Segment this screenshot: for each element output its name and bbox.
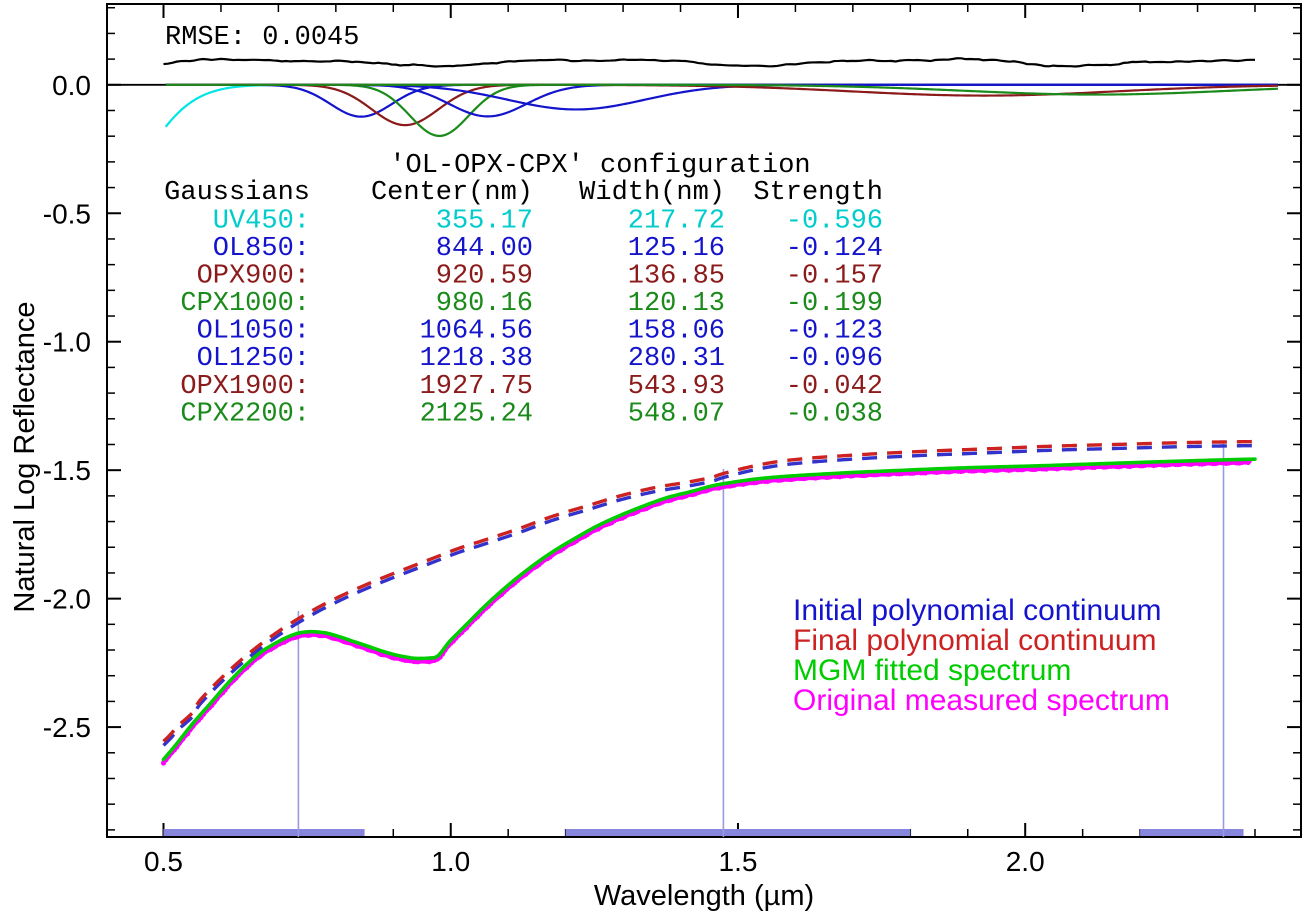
svg-text:-0.042: -0.042	[786, 372, 883, 402]
svg-text:125.16: 125.16	[628, 234, 725, 264]
svg-text:-0.038: -0.038	[786, 399, 883, 429]
svg-text:Gaussians: Gaussians	[164, 178, 310, 208]
svg-text:2125.24: 2125.24	[420, 399, 533, 429]
svg-text:0.5: 0.5	[144, 846, 183, 877]
svg-text:844.00: 844.00	[436, 234, 533, 264]
svg-text:-2.0: -2.0	[43, 584, 91, 615]
svg-text:1.0: 1.0	[431, 846, 470, 877]
svg-text:120.13: 120.13	[628, 289, 725, 319]
svg-text:Final polynomial continuum: Final polynomial continuum	[793, 624, 1157, 657]
svg-text:543.93: 543.93	[628, 372, 725, 402]
svg-text:158.06: 158.06	[628, 317, 725, 347]
svg-text:1927.75: 1927.75	[420, 372, 533, 402]
svg-text:CPX2200:: CPX2200:	[180, 399, 310, 429]
svg-text:-0.596: -0.596	[786, 207, 883, 237]
svg-text:-0.5: -0.5	[43, 198, 91, 229]
svg-text:RMSE: 0.0045: RMSE: 0.0045	[165, 23, 359, 53]
svg-text:UV450:: UV450:	[213, 207, 310, 237]
svg-text:-0.096: -0.096	[786, 344, 883, 374]
svg-text:CPX1000:: CPX1000:	[180, 289, 310, 319]
svg-text:355.17: 355.17	[436, 207, 533, 237]
svg-text:Wavelength (µm): Wavelength (µm)	[594, 880, 814, 912]
svg-text:Initial polynomial continuum: Initial polynomial continuum	[793, 594, 1162, 627]
svg-text:280.31: 280.31	[628, 344, 725, 374]
svg-text:1.5: 1.5	[719, 846, 758, 877]
svg-text:136.85: 136.85	[628, 262, 725, 292]
svg-text:MGM fitted spectrum: MGM fitted spectrum	[793, 654, 1071, 687]
svg-text:-0.157: -0.157	[786, 262, 883, 292]
svg-text:1064.56: 1064.56	[420, 317, 533, 347]
svg-text:920.59: 920.59	[436, 262, 533, 292]
svg-text:Width(nm): Width(nm)	[579, 178, 725, 208]
svg-text:-1.5: -1.5	[43, 455, 91, 486]
svg-text:980.16: 980.16	[436, 289, 533, 319]
svg-text:'OL-OPX-CPX' configuration: 'OL-OPX-CPX' configuration	[389, 151, 810, 181]
svg-text:OL1050:: OL1050:	[197, 317, 310, 347]
svg-text:Natural Log Reflectance: Natural Log Reflectance	[9, 301, 41, 612]
svg-text:Center(nm): Center(nm)	[371, 178, 533, 208]
svg-text:0.0: 0.0	[52, 70, 91, 101]
svg-text:-0.124: -0.124	[786, 234, 883, 264]
svg-text:1218.38: 1218.38	[420, 344, 533, 374]
svg-text:217.72: 217.72	[628, 207, 725, 237]
svg-text:OPX1900:: OPX1900:	[180, 372, 310, 402]
svg-text:OL850:: OL850:	[213, 234, 310, 264]
svg-text:OL1250:: OL1250:	[197, 344, 310, 374]
svg-text:Original measured spectrum: Original measured spectrum	[793, 684, 1170, 717]
svg-text:-1.0: -1.0	[43, 327, 91, 358]
svg-text:2.0: 2.0	[1006, 846, 1045, 877]
svg-text:-0.199: -0.199	[786, 289, 883, 319]
svg-text:-0.123: -0.123	[786, 317, 883, 347]
svg-text:548.07: 548.07	[628, 399, 725, 429]
svg-text:OPX900:: OPX900:	[197, 262, 310, 292]
svg-text:-2.5: -2.5	[43, 712, 91, 743]
svg-text:Strength: Strength	[753, 178, 883, 208]
